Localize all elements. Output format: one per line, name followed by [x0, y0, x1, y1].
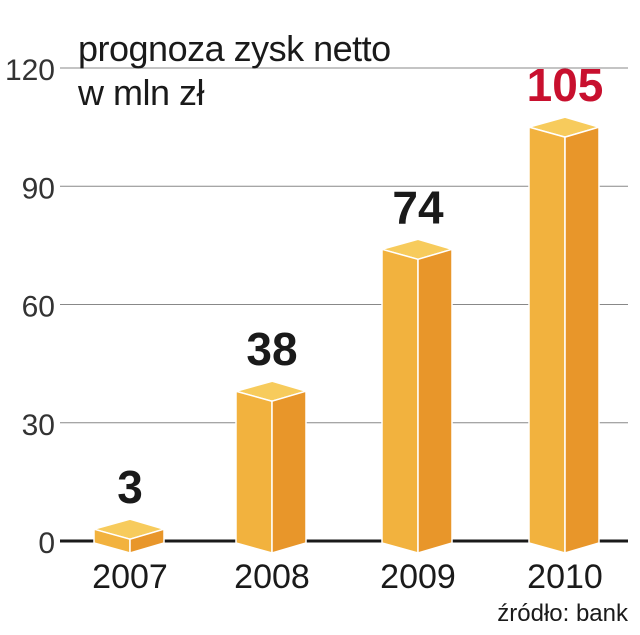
- y-tick-label: 120: [5, 54, 55, 87]
- chart-subtitle: w mln zł: [78, 72, 205, 113]
- chart-title: prognoza zysk netto: [78, 28, 391, 69]
- data-label: 74: [392, 181, 444, 233]
- bar-side: [417, 248, 453, 555]
- bar-side: [129, 528, 165, 555]
- x-tick-label: 2009: [380, 558, 456, 596]
- y-tick-label: 30: [22, 409, 55, 442]
- y-tick-label: 60: [22, 291, 55, 324]
- data-label: 38: [246, 323, 297, 375]
- bar-side: [271, 390, 307, 555]
- data-label: 3: [117, 461, 143, 513]
- source-note: źródło: bank: [497, 600, 628, 627]
- x-tick-label: 2008: [234, 558, 310, 596]
- y-tick-label: 90: [22, 172, 55, 205]
- x-tick-label: 2007: [92, 558, 168, 596]
- data-label: 105: [527, 59, 604, 111]
- bar: [381, 248, 419, 554]
- bar-side: [564, 126, 600, 555]
- bar: [528, 126, 566, 554]
- bar: [235, 390, 273, 554]
- x-tick-label: 2010: [527, 558, 603, 596]
- y-tick-label: 0: [38, 527, 55, 560]
